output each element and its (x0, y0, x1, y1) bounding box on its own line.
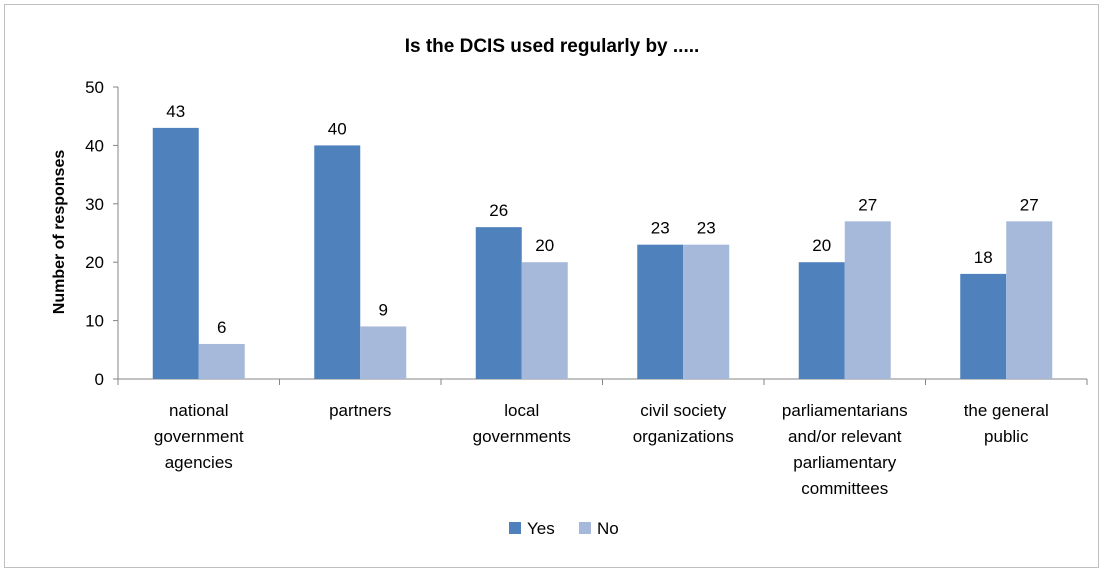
chart-title: Is the DCIS used regularly by ..... (405, 36, 700, 57)
x-category-label: the general public (964, 401, 1049, 446)
bar-yes (314, 145, 361, 379)
bar-yes (637, 244, 684, 379)
legend-swatch-yes (509, 522, 521, 534)
data-label: 20 (812, 236, 831, 255)
data-label: 20 (535, 236, 554, 255)
y-tick-label: 10 (85, 312, 104, 331)
data-label: 43 (166, 102, 185, 121)
bar-no (521, 262, 568, 379)
data-label: 23 (651, 219, 670, 238)
data-label: 6 (217, 318, 226, 337)
y-axis-label: Number of responses (51, 150, 68, 315)
x-category-label: national government agencies (154, 401, 244, 472)
data-label: 9 (379, 300, 388, 319)
plot-area: 0 10 20 30 40 50 43 6 national government agencies… (85, 78, 1088, 498)
x-category-label: local governments (473, 401, 571, 446)
legend: Yes No (509, 519, 619, 538)
bar-no (198, 343, 245, 379)
legend-swatch-no (579, 522, 591, 534)
bar-yes (798, 262, 845, 379)
bar-yes (960, 273, 1007, 379)
bar-no (1006, 221, 1053, 379)
x-category-label: civil society organizations (633, 401, 734, 446)
bar-no (844, 221, 891, 379)
bar-no (360, 326, 407, 379)
data-label: 27 (858, 195, 877, 214)
bar-yes (475, 227, 522, 379)
data-label: 27 (1020, 195, 1039, 214)
data-label: 23 (697, 219, 716, 238)
y-tick-label: 50 (85, 78, 104, 97)
legend-label-yes: Yes (527, 519, 555, 538)
x-category-label: partners (329, 401, 391, 420)
y-tick-label: 30 (85, 195, 104, 214)
x-category-label: parliamentarians and/or relevant parliamen… (782, 401, 908, 498)
y-tick-label: 20 (85, 253, 104, 272)
y-tick-label: 0 (95, 370, 104, 389)
y-tick-label: 40 (85, 136, 104, 155)
data-label: 26 (489, 201, 508, 220)
bar-yes (152, 127, 199, 379)
data-label: 18 (974, 248, 993, 267)
data-label: 40 (328, 119, 347, 138)
bar-no (683, 244, 730, 379)
legend-label-no: No (597, 519, 619, 538)
